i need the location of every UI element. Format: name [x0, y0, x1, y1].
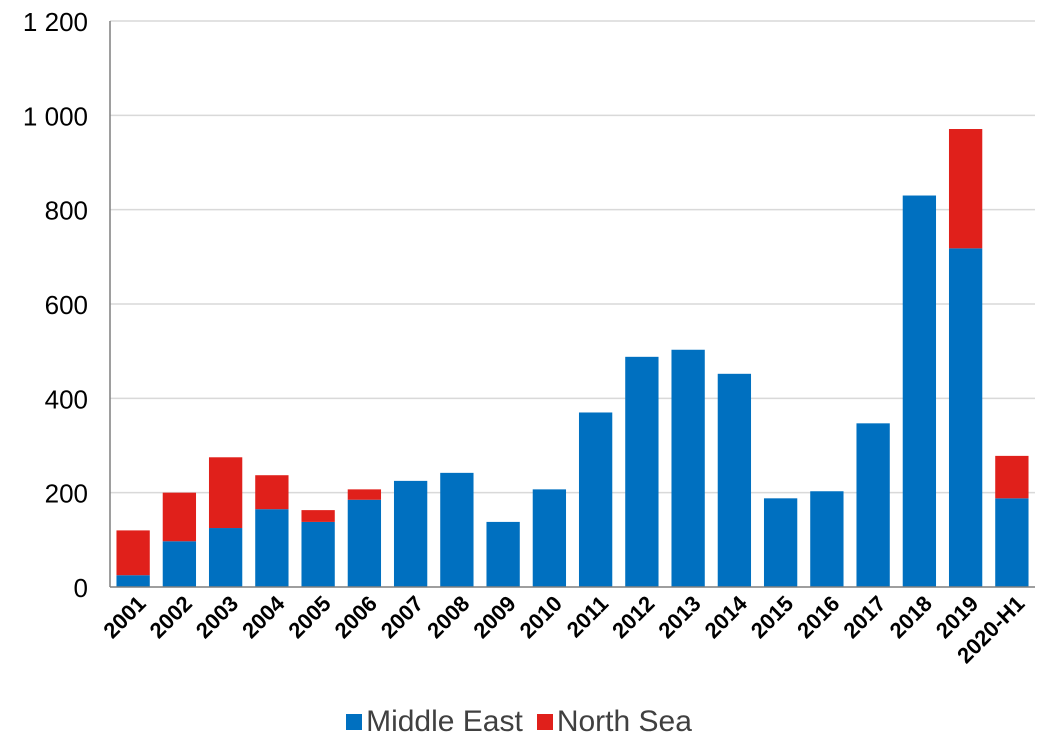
- x-tick-label: 2018: [885, 591, 937, 643]
- bar-middle-east: [578, 412, 613, 587]
- legend-label-north-sea: North Sea: [556, 705, 692, 738]
- legend-label-middle-east: Middle East: [366, 705, 523, 738]
- bar-middle-east: [532, 489, 567, 587]
- bar-middle-east: [393, 480, 428, 587]
- bar-middle-east: [116, 575, 150, 587]
- y-tick-label: 1 000: [23, 101, 88, 131]
- bar-middle-east: [255, 509, 289, 587]
- bar-north-sea: [255, 475, 289, 510]
- bar-middle-east: [948, 248, 983, 588]
- bar-middle-east: [162, 541, 197, 587]
- bar-north-sea: [301, 510, 335, 522]
- bar-middle-east: [856, 423, 890, 587]
- x-tick-label: 2012: [607, 591, 659, 643]
- bar-middle-east: [810, 491, 844, 587]
- x-tick-label: 2004: [237, 590, 290, 643]
- bar-middle-east: [902, 195, 937, 587]
- x-tick-label: 2010: [515, 591, 567, 643]
- y-tick-label: 600: [45, 290, 88, 320]
- x-tick-label: 2001: [98, 591, 150, 643]
- y-tick-label: 200: [45, 479, 88, 509]
- x-tick-label: 2015: [746, 591, 798, 643]
- x-tick-label: 2003: [191, 591, 243, 643]
- x-tick-label: 2014: [700, 590, 753, 643]
- bar-north-sea: [995, 455, 1029, 499]
- bar-north-sea: [347, 489, 382, 500]
- x-tick-label: 2016: [792, 591, 844, 643]
- bar-middle-east: [301, 521, 335, 587]
- bar-north-sea: [208, 457, 243, 529]
- x-tick-label: 2005: [283, 591, 335, 643]
- legend: Middle East North Sea: [0, 700, 1038, 744]
- bar-north-sea: [116, 530, 150, 576]
- bar-middle-east: [347, 499, 382, 587]
- x-tick-label: 2013: [653, 591, 705, 643]
- x-tick-label: 2011: [562, 591, 613, 642]
- y-axis-tick-labels: 0 200 400 600 800 1 000 1 200: [23, 7, 88, 603]
- x-tick-label: 2006: [330, 591, 382, 643]
- bar-middle-east: [763, 498, 798, 587]
- bar-middle-east: [995, 498, 1029, 587]
- bars: [116, 129, 1029, 588]
- x-axis-tick-labels: 2001200220032004200520062007200820092010…: [98, 590, 1029, 668]
- x-tick-label: 2008: [422, 591, 474, 643]
- x-tick-label: 2009: [468, 591, 520, 643]
- bar-middle-east: [440, 472, 474, 587]
- y-tick-label: 800: [45, 196, 88, 226]
- legend-item-middle-east: Middle East: [346, 705, 523, 739]
- bar-north-sea: [162, 492, 197, 542]
- gridlines: [110, 20, 1035, 494]
- x-tick-label: 2007: [376, 591, 428, 643]
- legend-swatch-north-sea: [536, 714, 553, 730]
- x-tick-label: 2017: [838, 591, 890, 643]
- y-tick-label: 1 200: [23, 7, 88, 37]
- bar-middle-east: [625, 356, 659, 587]
- x-tick-label: 2002: [145, 591, 197, 643]
- legend-swatch-middle-east: [346, 714, 363, 730]
- legend-item-north-sea: North Sea: [536, 705, 692, 739]
- bar-middle-east: [717, 373, 752, 587]
- axes: [109, 21, 1035, 588]
- y-tick-label: 0: [74, 573, 88, 603]
- bar-middle-east: [208, 528, 243, 587]
- y-tick-label: 400: [45, 384, 88, 414]
- bar-middle-east: [671, 349, 705, 587]
- bar-north-sea: [948, 129, 983, 249]
- bar-chart: 0 200 400 600 800 1 000 1 200 2001200220032004…: [23, 7, 1035, 668]
- bar-middle-east: [486, 521, 520, 587]
